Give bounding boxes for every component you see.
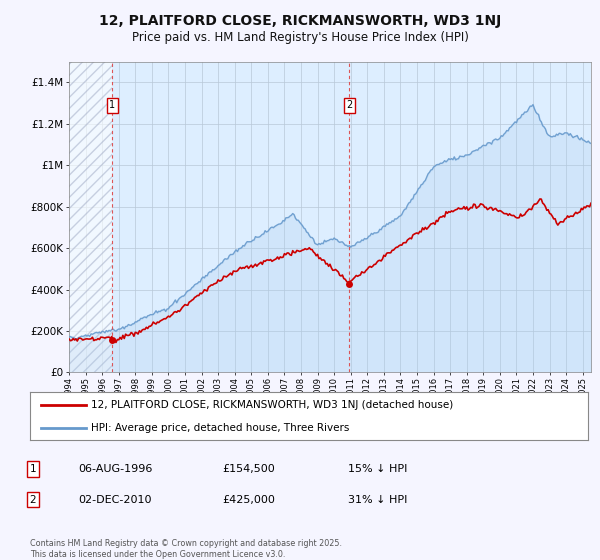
Text: 06-AUG-1996: 06-AUG-1996	[78, 464, 152, 474]
Text: 15% ↓ HPI: 15% ↓ HPI	[348, 464, 407, 474]
Text: Price paid vs. HM Land Registry's House Price Index (HPI): Price paid vs. HM Land Registry's House …	[131, 31, 469, 44]
Text: 2: 2	[346, 100, 353, 110]
Text: 02-DEC-2010: 02-DEC-2010	[78, 494, 151, 505]
Text: 12, PLAITFORD CLOSE, RICKMANSWORTH, WD3 1NJ (detached house): 12, PLAITFORD CLOSE, RICKMANSWORTH, WD3 …	[91, 400, 454, 410]
Text: 2: 2	[29, 494, 37, 505]
Text: 12, PLAITFORD CLOSE, RICKMANSWORTH, WD3 1NJ: 12, PLAITFORD CLOSE, RICKMANSWORTH, WD3 …	[99, 14, 501, 28]
Text: HPI: Average price, detached house, Three Rivers: HPI: Average price, detached house, Thre…	[91, 423, 350, 433]
Text: 1: 1	[29, 464, 37, 474]
Text: 1: 1	[109, 100, 115, 110]
Text: £425,000: £425,000	[222, 494, 275, 505]
Text: Contains HM Land Registry data © Crown copyright and database right 2025.
This d: Contains HM Land Registry data © Crown c…	[30, 539, 342, 559]
Text: 31% ↓ HPI: 31% ↓ HPI	[348, 494, 407, 505]
Text: £154,500: £154,500	[222, 464, 275, 474]
Bar	[69, 62, 112, 372]
